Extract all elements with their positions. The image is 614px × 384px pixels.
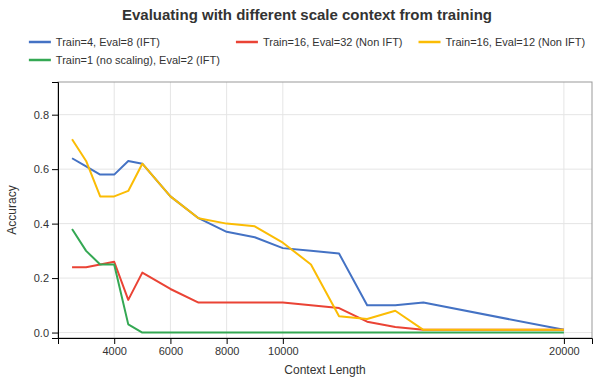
legend: Train=4, Eval=8 (IFT) Train=16, Eval=32 (… <box>29 36 585 66</box>
grid-line-x <box>114 82 115 338</box>
tick-label: 10000 <box>268 345 299 357</box>
tick-label: 4000 <box>102 345 126 357</box>
legend-item: Train=1 (no scaling), Eval=2 (IFT) <box>29 54 220 66</box>
tick: 0.4 <box>34 218 58 230</box>
tick: 8000 <box>215 338 239 357</box>
tick: 0.0 <box>34 327 58 339</box>
tick: 0.2 <box>34 272 58 284</box>
series-line <box>72 139 564 330</box>
tick: 10000 <box>268 338 299 357</box>
grid-line-y <box>58 114 592 115</box>
chart: Evaluating with different scale context … <box>0 0 614 384</box>
title: Evaluating with different scale context … <box>122 6 492 23</box>
x-axis-title: Context Length <box>284 363 365 377</box>
tick-label: 6000 <box>159 345 183 357</box>
grid-line-x <box>563 82 564 338</box>
tick: 6000 <box>159 338 183 357</box>
series-line <box>72 229 564 332</box>
tick-label: 0.2 <box>34 272 49 284</box>
plot-area: 4000 6000 8000 10000 20000 0.0 0.2 0.4 0.6 0.8 <box>34 82 593 357</box>
tick-mark <box>227 338 228 344</box>
tick-label: 20000 <box>549 345 580 357</box>
grid-line-x <box>226 82 227 338</box>
legend-swatch <box>236 41 258 44</box>
axis-line <box>52 83 59 339</box>
legend-label: Train=16, Eval=12 (Non IFT) <box>446 36 586 48</box>
legend-label: Train=16, Eval=32 (Non IFT) <box>263 36 403 48</box>
tick-mark <box>52 333 58 334</box>
tick: 4000 <box>102 338 126 357</box>
legend-item: Train=16, Eval=32 (Non IFT) <box>236 36 403 48</box>
legend-label: Train=4, Eval=8 (IFT) <box>56 36 160 48</box>
series-line <box>72 158 564 330</box>
y-axis: 0.0 0.2 0.4 0.6 0.8 <box>34 83 59 339</box>
legend-swatch <box>29 59 51 62</box>
grid-line-y <box>58 223 592 224</box>
legend-swatch <box>419 41 441 44</box>
tick-label: 0.4 <box>34 218 49 230</box>
tick: 20000 <box>549 338 580 357</box>
plot-frame <box>58 82 592 338</box>
tick-mark <box>52 115 58 116</box>
tick-label: 0.8 <box>34 109 49 121</box>
legend-item: Train=4, Eval=8 (IFT) <box>29 36 160 48</box>
series-line <box>72 262 564 330</box>
tick-mark <box>52 278 58 279</box>
grid <box>58 82 592 338</box>
legend-label: Train=1 (no scaling), Eval=2 (IFT) <box>56 54 220 66</box>
grid-line-x <box>170 82 171 338</box>
tick-mark <box>52 169 58 170</box>
grid-line-y <box>58 278 592 279</box>
grid-line-y <box>58 169 592 170</box>
tick-mark <box>52 224 58 225</box>
grid-line-x <box>282 82 283 338</box>
tick-mark <box>564 338 565 344</box>
tick-label: 0.0 <box>34 327 49 339</box>
tick: 0.6 <box>34 163 58 175</box>
legend-swatch <box>29 41 51 44</box>
x-axis: 4000 6000 8000 10000 20000 <box>59 338 593 357</box>
y-axis-title: Accuracy <box>5 185 19 234</box>
series-lines <box>72 139 564 332</box>
legend-item: Train=16, Eval=12 (Non IFT) <box>419 36 586 48</box>
tick-mark <box>114 338 115 344</box>
tick-mark <box>283 338 284 344</box>
tick-mark <box>170 338 171 344</box>
axis-line <box>59 339 593 345</box>
tick-label: 0.6 <box>34 163 49 175</box>
tick-label: 8000 <box>215 345 239 357</box>
tick: 0.8 <box>34 109 58 121</box>
